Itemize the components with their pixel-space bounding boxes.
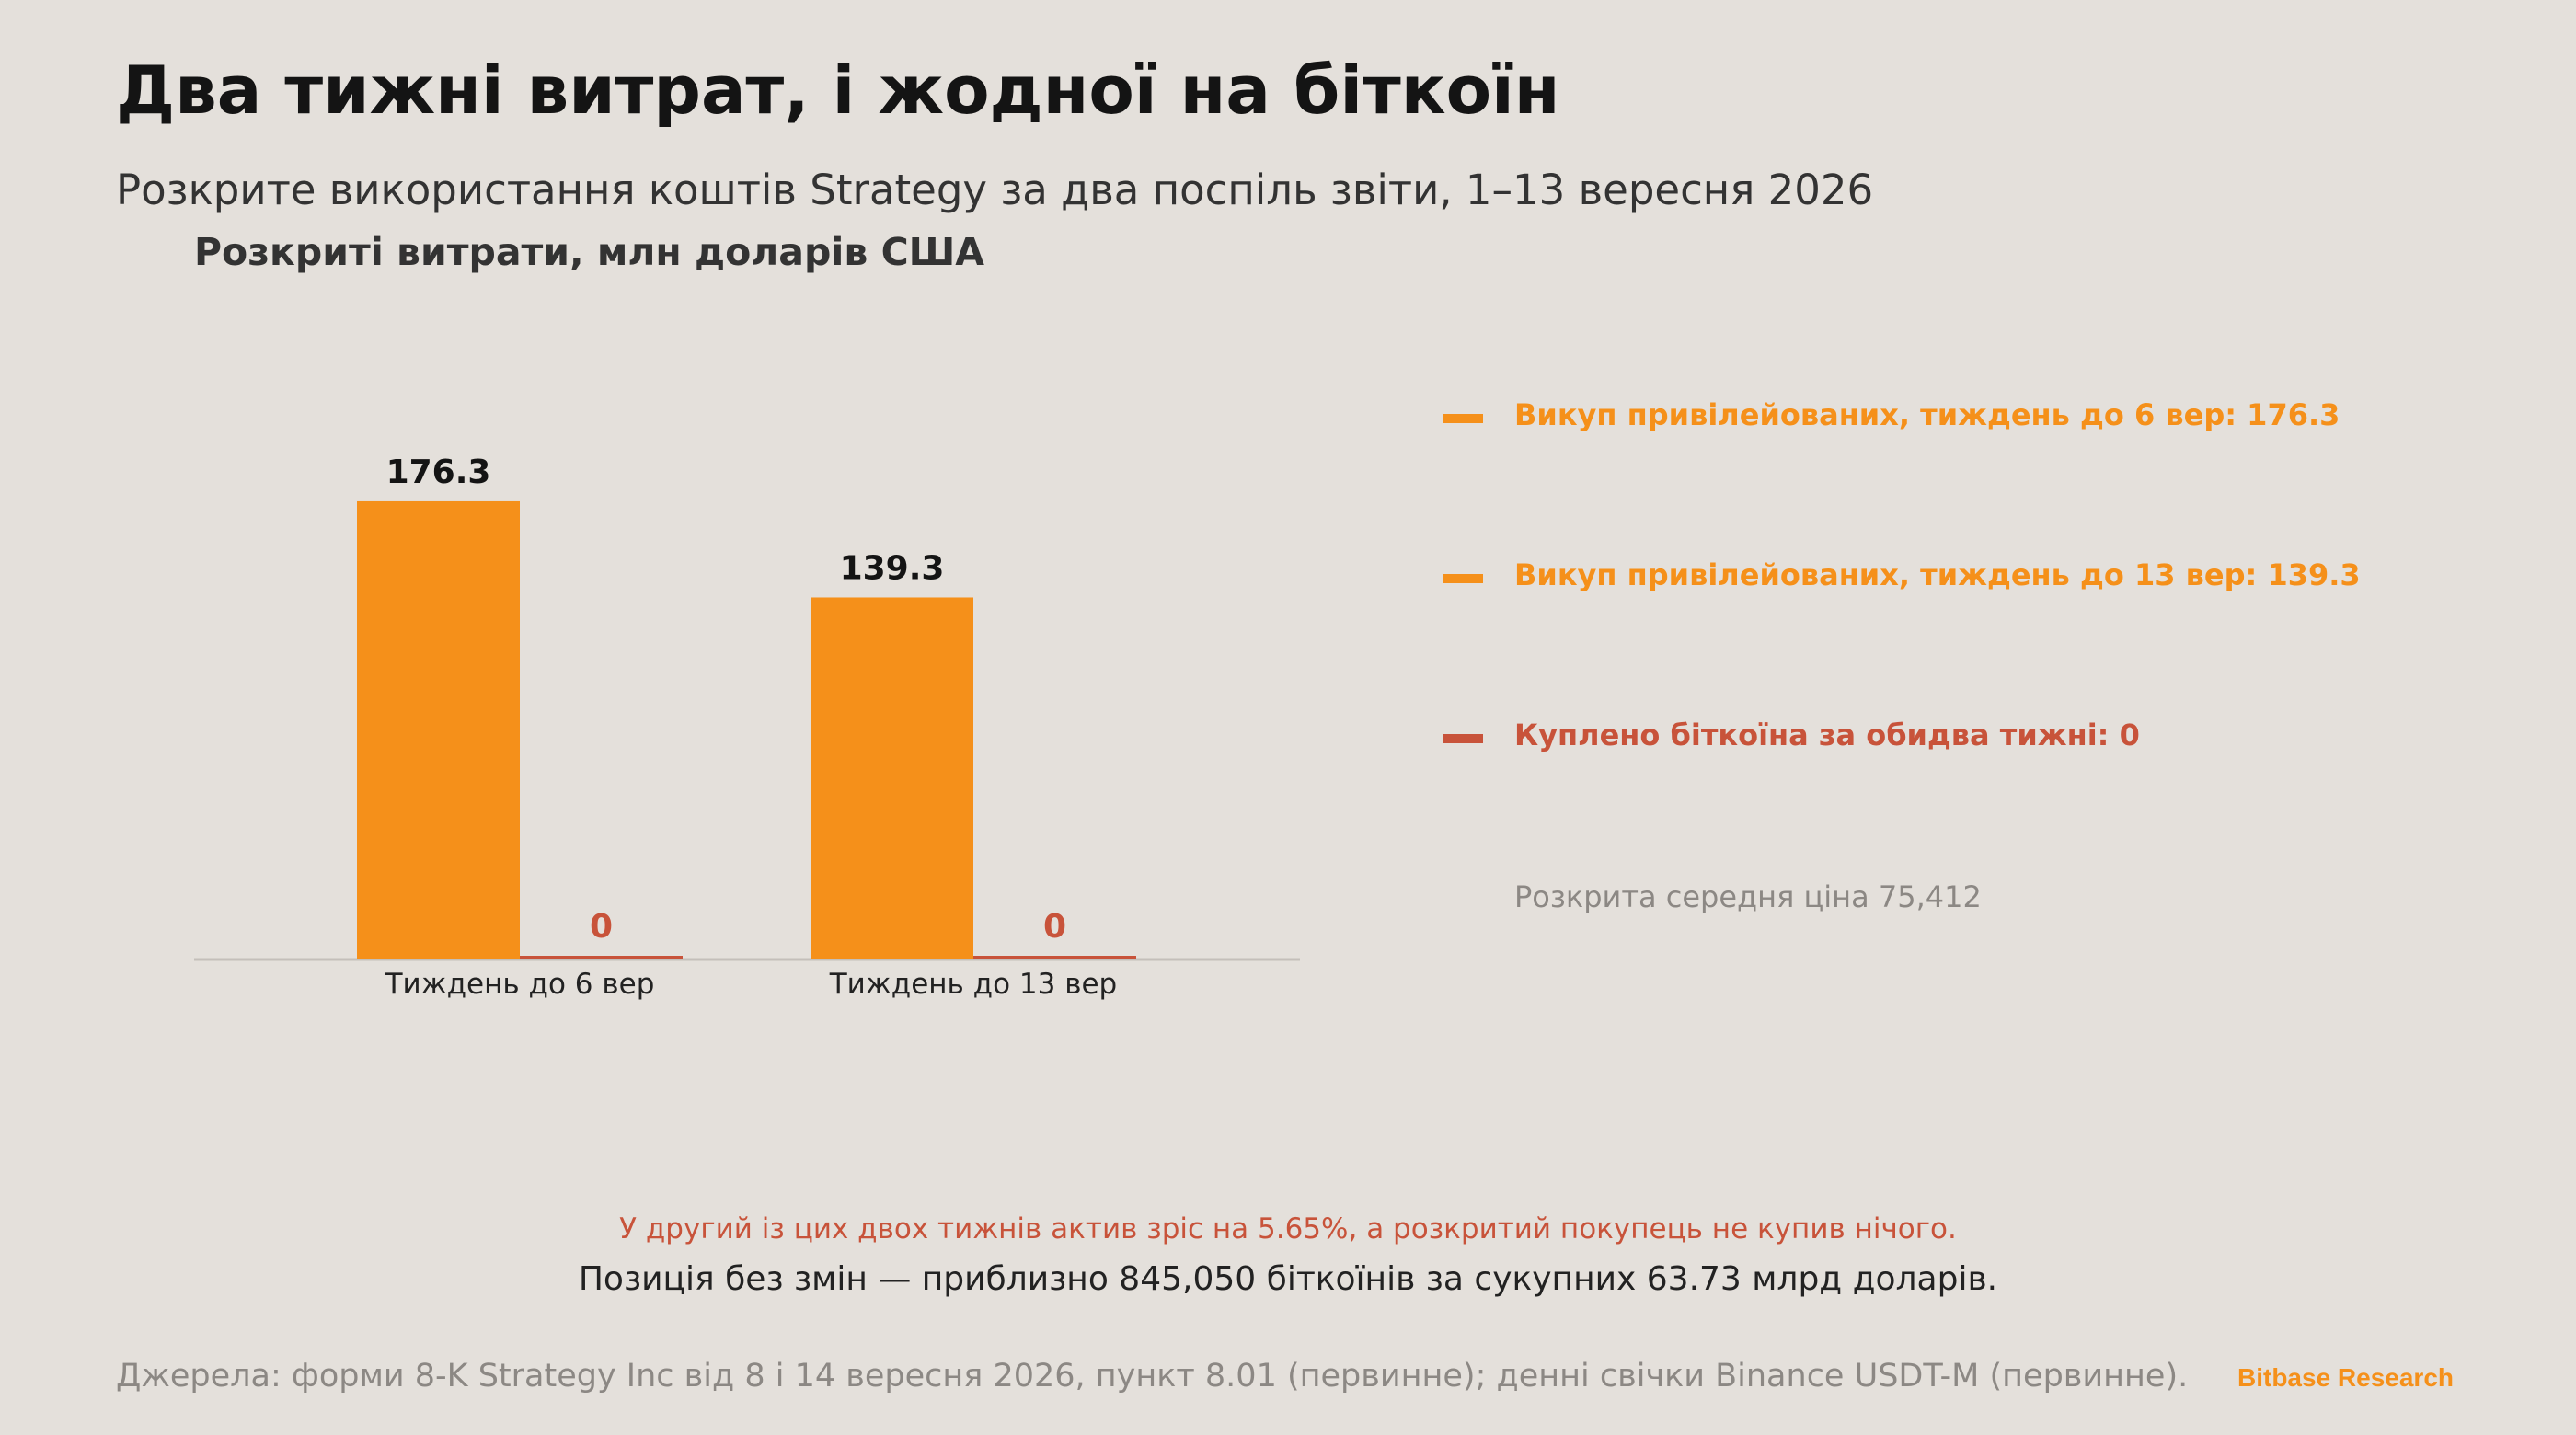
legend-swatch	[1443, 574, 1483, 583]
legend-swatch	[1443, 414, 1483, 423]
legend-label: Викуп привілейованих, тиждень до 6 вер: …	[1514, 397, 2340, 432]
source-note: Джерела: форми 8-K Strategy Inc від 8 і …	[116, 1358, 2189, 1395]
legend-note: Розкрита середня ціна 75,412	[1514, 879, 1982, 914]
legend-label: Викуп привілейованих, тиждень до 13 вер:…	[1514, 557, 2361, 592]
brand-logo: Bitbase Research	[2237, 1363, 2455, 1392]
bar-value-label: 0	[1043, 908, 1066, 946]
page-subtitle: Розкрите використання коштів Strategy за…	[116, 166, 1874, 214]
x-tick-label: Тиждень до 13 вер	[829, 968, 1117, 1001]
insight-summary: Позиція без змін — приблизно 845,050 біт…	[578, 1260, 1998, 1298]
bar-value-label: 0	[590, 908, 613, 946]
bar-chart: 176.3 0 Тиждень до 6 вер 139.3 0 Тиждень до 1…	[194, 453, 1300, 1001]
bar	[520, 956, 683, 959]
bar	[811, 597, 973, 959]
bar	[973, 956, 1136, 959]
legend-swatch	[1443, 734, 1483, 743]
bar-value-label: 139.3	[840, 549, 945, 587]
insight-highlight: У другий із цих двох тижнів актив зріс н…	[619, 1212, 1957, 1246]
chart-title: Розкриті витрати, млн доларів США	[194, 230, 985, 274]
bar-value-label: 176.3	[386, 453, 491, 491]
x-tick-label: Тиждень до 6 вер	[385, 968, 655, 1001]
bar	[357, 500, 520, 959]
page-title: Два тижні витрат, і жодної на біткоїн	[116, 52, 1560, 129]
legend-label: Куплено біткоїна за обидва тижні: 0	[1514, 718, 2140, 752]
